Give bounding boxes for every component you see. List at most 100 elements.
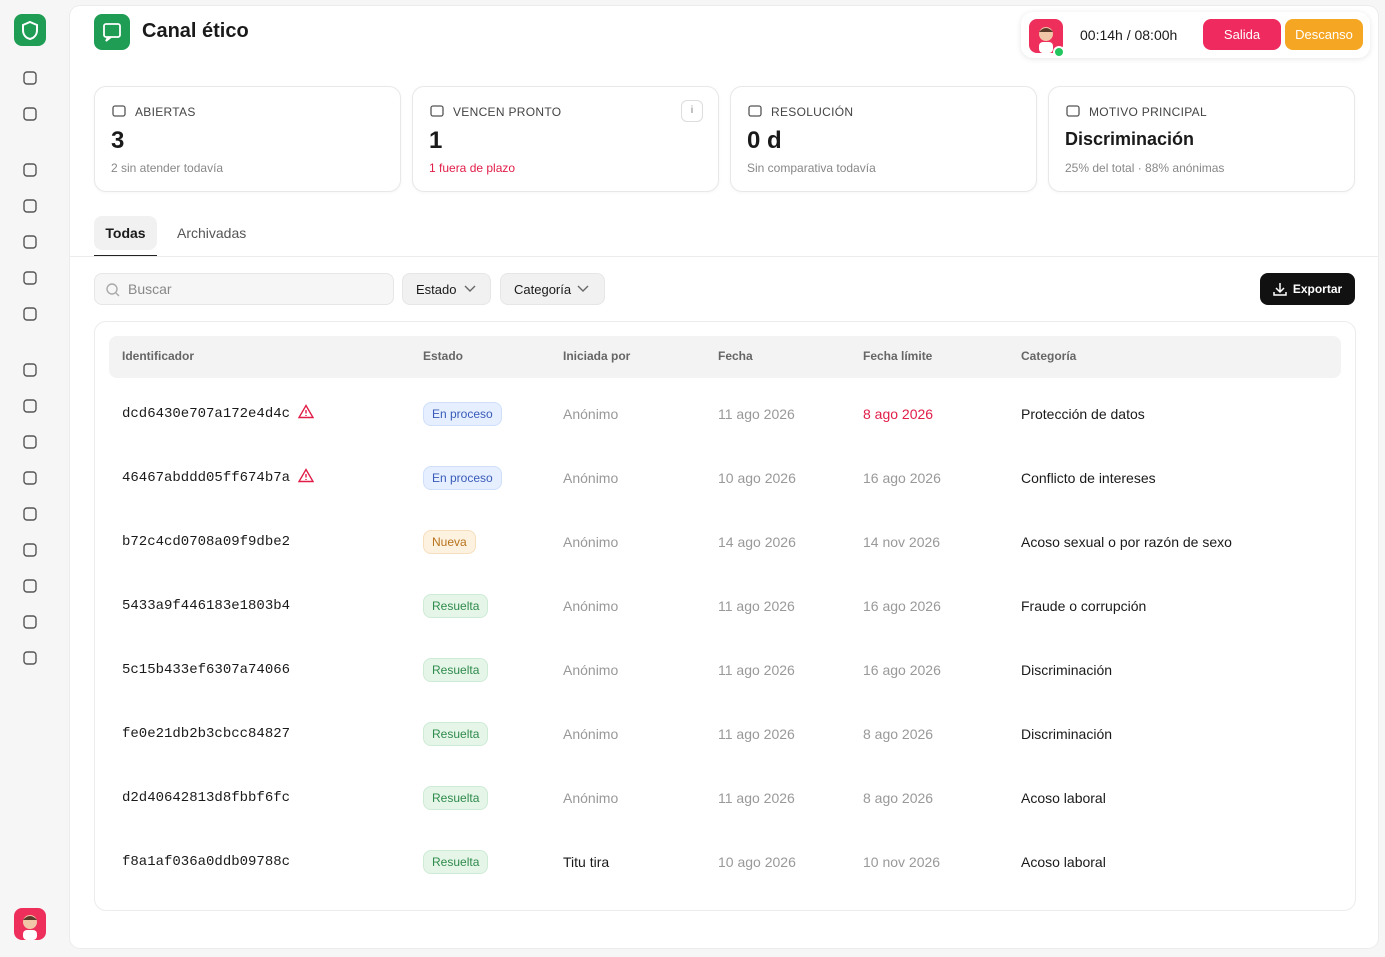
status-badge: En proceso [423,466,502,490]
nav-icon[interactable] [21,469,39,487]
case-id-text: d2d40642813d8fbbf6fc [122,790,291,806]
nav-icon[interactable] [21,269,39,287]
case-id[interactable]: f8a1af036a0ddb09788c [122,854,290,870]
category: Acoso laboral [1021,854,1106,870]
case-id[interactable]: 5c15b433ef6307a74066 [122,662,290,678]
date: 11 ago 2026 [718,790,795,806]
stat-label: ABIERTAS [135,105,196,119]
sidebar [0,0,62,957]
category: Acoso laboral [1021,790,1106,806]
nav-icon[interactable] [21,69,39,87]
category-filter[interactable]: Categoría [500,273,605,305]
stat-note: Sin comparativa todavía [747,161,876,175]
status-badge: Nueva [423,530,476,554]
column-header: Estado [423,349,464,363]
deadline: 16 ago 2026 [863,598,941,614]
page-title: Canal ético [142,20,249,42]
status-badge: Resuelta [423,594,489,618]
case-id[interactable]: 5433a9f446183e1803b4 [122,598,290,614]
status-filter[interactable]: Estado [402,273,491,305]
user-avatar[interactable] [14,908,46,940]
date: 11 ago 2026 [718,662,795,678]
column-header: Iniciada por [563,349,631,363]
divider [70,256,1378,257]
deadline: 16 ago 2026 [863,470,941,486]
date: 11 ago 2026 [718,406,795,422]
category: Conflicto de intereses [1021,470,1156,486]
exit-button[interactable]: Salida [1203,19,1281,50]
category: Discriminación [1021,662,1113,678]
case-id-text: f8a1af036a0ddb09788c [122,854,291,870]
case-id[interactable]: fe0e21db2b3cbcc84827 [122,726,290,742]
table-card [94,321,1356,911]
tab-active[interactable]: Todas [94,216,157,250]
timer: 00:14h / 08:00h [1080,27,1178,43]
nav-icon[interactable] [21,397,39,415]
case-id-text: 5433a9f446183e1803b4 [122,598,291,614]
status-badge: Resuelta [423,722,489,746]
case-id[interactable]: dcd6430e707a172e4d4c [122,404,315,424]
app-logo[interactable] [14,14,46,46]
category: Protección de datos [1021,406,1145,422]
nav-icon[interactable] [21,541,39,559]
break-button[interactable]: Descanso [1285,19,1363,50]
nav-icon[interactable] [21,305,39,323]
nav-icon[interactable] [21,649,39,667]
stat-card: VENCEN PRONTO 1 1 fuera de plazo i [412,86,719,192]
case-id-text: dcd6430e707a172e4d4c [122,406,291,422]
deadline: 14 nov 2026 [863,534,941,550]
tab[interactable]: Archivadas [177,225,247,241]
nav-icon[interactable] [21,505,39,523]
nav-icon[interactable] [21,613,39,631]
initiated-by: Anónimo [563,598,619,614]
table-header [109,336,1341,378]
search-input[interactable]: Buscar [94,273,394,305]
deadline: 8 ago 2026 [863,726,934,742]
export-button[interactable]: Exportar [1260,273,1355,305]
category: Acoso sexual o por razón de sexo [1021,534,1232,550]
stat-label: VENCEN PRONTO [453,105,562,119]
nav-icon[interactable] [21,361,39,379]
info-button[interactable]: i [681,100,703,122]
date: 14 ago 2026 [718,534,796,550]
date: 10 ago 2026 [718,470,796,486]
tracker-avatar [1029,19,1065,57]
stat-note: 25% del total · 88% anónimas [1065,161,1225,175]
nav-icon[interactable] [21,105,39,123]
stat-label: MOTIVO PRINCIPAL [1089,105,1207,119]
nav-icon[interactable] [21,233,39,251]
nav-icon[interactable] [21,197,39,215]
deadline: 8 ago 2026 [863,790,934,806]
nav-icon[interactable] [21,577,39,595]
column-header: Fecha límite [863,349,933,363]
case-id[interactable]: b72c4cd0708a09f9dbe2 [122,534,290,550]
initiated-by: Anónimo [563,662,619,678]
case-id-text: fe0e21db2b3cbcc84827 [122,726,291,742]
case-id-text: b72c4cd0708a09f9dbe2 [122,534,291,550]
date: 10 ago 2026 [718,854,796,870]
initiated-by: Titu tira [563,854,610,870]
status-badge: Resuelta [423,850,489,874]
deadline: 8 ago 2026 [863,406,934,422]
status-badge: Resuelta [423,658,489,682]
nav-icon[interactable] [21,161,39,179]
stat-value: 1 [429,127,443,154]
stat-value: 0 d [747,127,782,154]
main-panel: Canal ético 00:14h / 08:00h Salida Desca… [70,6,1378,948]
column-header: Identificador [122,349,195,363]
export-label: Exportar [1292,282,1343,296]
filter-label: Categoría [514,281,572,297]
stat-card: ABIERTAS 3 2 sin atender todavía [94,86,401,192]
initiated-by: Anónimo [563,790,619,806]
stat-card: RESOLUCIÓN 0 d Sin comparativa todavía [730,86,1037,192]
stat-value: Discriminación [1065,129,1195,149]
nav-icon[interactable] [21,433,39,451]
case-id[interactable]: 46467abddd05ff674b7a [122,468,315,488]
filter-label: Estado [416,281,457,297]
initiated-by: Anónimo [563,726,619,742]
stat-card: MOTIVO PRINCIPAL Discriminación 25% del to… [1048,86,1355,192]
case-id[interactable]: d2d40642813d8fbbf6fc [122,790,290,806]
date: 11 ago 2026 [718,726,795,742]
